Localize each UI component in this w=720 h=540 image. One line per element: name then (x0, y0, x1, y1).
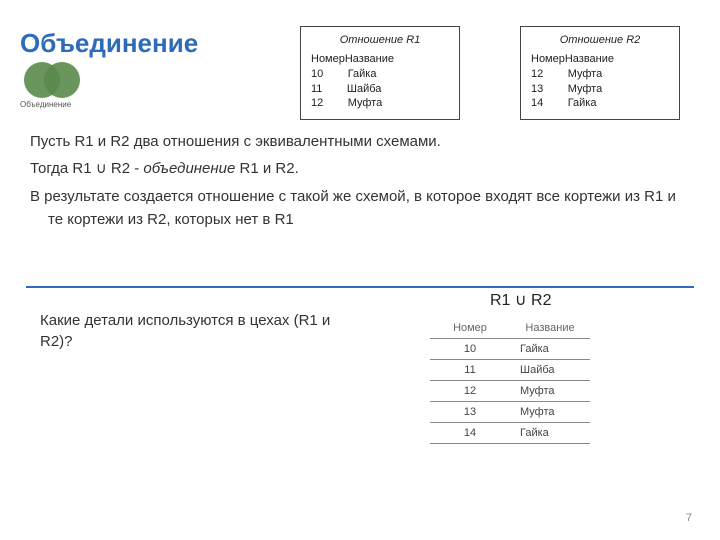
r1-row-2: 12 Муфта (311, 96, 449, 111)
r2-col2: Название (565, 53, 614, 65)
r1-col1: Номер (311, 53, 345, 65)
rt-r3-n: 13 (430, 402, 510, 423)
para2-a: Тогда R1 ∪ R2 - (30, 160, 143, 177)
rt-r2-name: Муфта (510, 381, 590, 402)
rt-r3-name: Муфта (510, 402, 590, 423)
divider-line (26, 286, 694, 288)
rt-r4-n: 14 (430, 423, 510, 444)
rt-r0-n: 10 (430, 339, 510, 360)
result-title: R1 ∪ R2 (490, 290, 552, 310)
r2-title: Отношение R2 (531, 33, 669, 48)
r2-r0-name: Муфта (568, 68, 603, 80)
r2-header: НомерНазвание (531, 52, 669, 67)
result-table: Номер Название 10Гайка 11Шайба 12Муфта 1… (430, 318, 590, 444)
result-row-0: 10Гайка (430, 339, 590, 360)
venn-diagram: Объединение (24, 62, 89, 104)
r2-col1: Номер (531, 53, 565, 65)
r1-row-0: 10 Гайка (311, 67, 449, 82)
venn-circle-right (44, 62, 80, 98)
rt-r2-n: 12 (430, 381, 510, 402)
r2-r2-n: 14 (531, 97, 543, 109)
r2-row-0: 12 Муфта (531, 67, 669, 82)
r1-col2: Название (345, 53, 394, 65)
para-1: Пусть R1 и R2 два отношения с эквивалент… (30, 130, 690, 153)
r1-row-1: 11 Шайба (311, 82, 449, 97)
rt-r1-n: 11 (430, 360, 510, 381)
r1-r0-name: Гайка (348, 68, 377, 80)
page-number: 7 (686, 512, 692, 524)
r2-r2-name: Гайка (568, 97, 597, 109)
slide-title: Объединение (20, 28, 198, 59)
question-text: Какие детали используются в цехах (R1 и … (40, 310, 360, 352)
result-row-3: 13Муфта (430, 402, 590, 423)
venn-label: Объединение (20, 100, 71, 109)
r1-r2-n: 12 (311, 97, 323, 109)
para-2: Тогда R1 ∪ R2 - объединение R1 и R2. (30, 157, 690, 180)
r1-title: Отношение R1 (311, 33, 449, 48)
relation-r2-box: Отношение R2 НомерНазвание 12 Муфта 13 М… (520, 26, 680, 120)
para2-c: R1 и R2. (235, 160, 298, 177)
relation-r1-box: Отношение R1 НомерНазвание 10 Гайка 11 Ш… (300, 26, 460, 120)
r1-r0-n: 10 (311, 68, 323, 80)
r1-r1-name: Шайба (347, 83, 382, 95)
rt-r1-name: Шайба (510, 360, 590, 381)
r1-r2-name: Муфта (348, 97, 383, 109)
r2-r1-n: 13 (531, 83, 543, 95)
result-row-4: 14Гайка (430, 423, 590, 444)
result-row-1: 11Шайба (430, 360, 590, 381)
para2-b: объединение (143, 160, 235, 177)
result-col2: Название (510, 318, 590, 339)
r2-r1-name: Муфта (568, 83, 603, 95)
body-text: Пусть R1 и R2 два отношения с эквивалент… (30, 130, 690, 235)
r2-row-2: 14 Гайка (531, 96, 669, 111)
result-col1: Номер (430, 318, 510, 339)
r1-r1-n: 11 (311, 83, 322, 95)
para-3: В результате создается отношение с такой… (30, 185, 690, 232)
r2-row-1: 13 Муфта (531, 82, 669, 97)
rt-r4-name: Гайка (510, 423, 590, 444)
result-row-2: 12Муфта (430, 381, 590, 402)
r1-header: НомерНазвание (311, 52, 449, 67)
r2-r0-n: 12 (531, 68, 543, 80)
result-header-row: Номер Название (430, 318, 590, 339)
rt-r0-name: Гайка (510, 339, 590, 360)
